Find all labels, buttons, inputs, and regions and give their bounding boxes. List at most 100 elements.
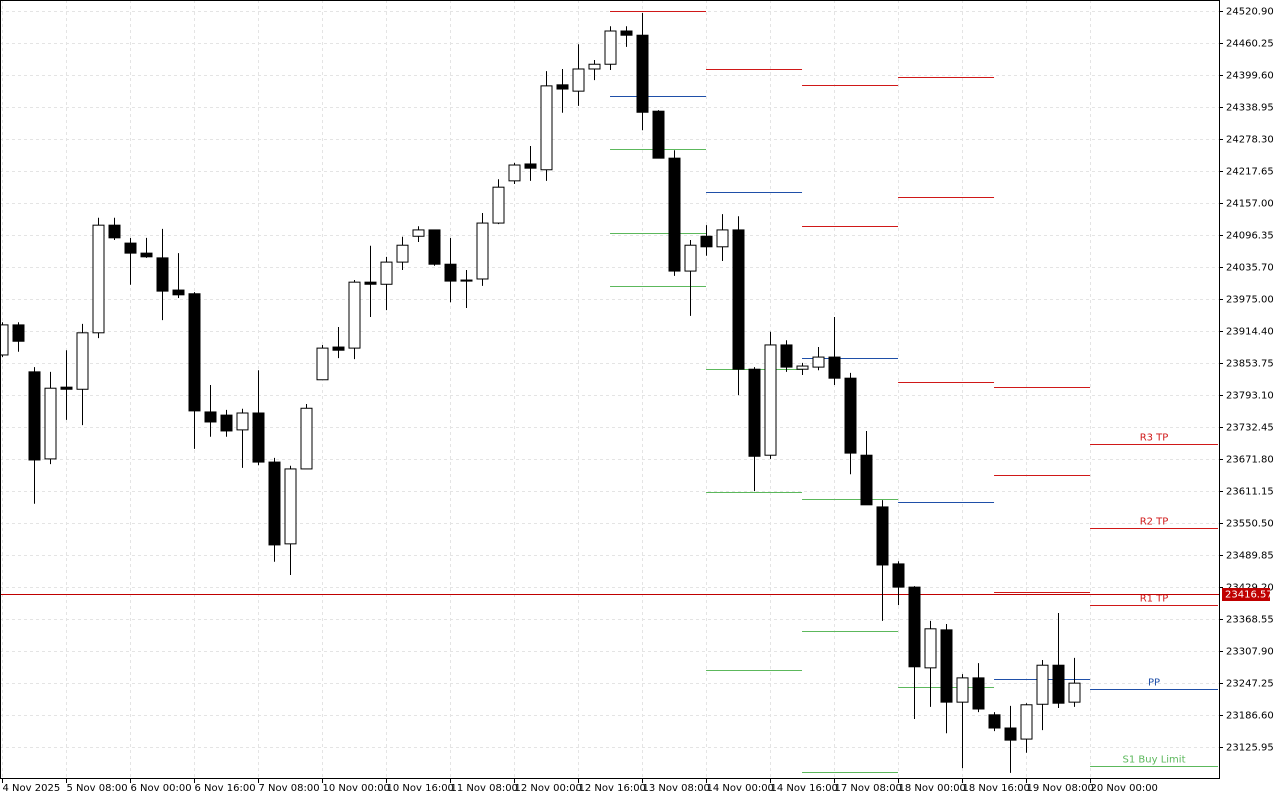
y-tick-label: 23186.60	[1226, 711, 1274, 722]
candle-body	[556, 84, 569, 90]
x-tick-label: 10 Nov 00:00	[323, 783, 390, 794]
candle-body	[700, 235, 713, 248]
candle-body	[44, 387, 57, 460]
candle-body	[748, 368, 761, 457]
x-tick-label: 12 Nov 00:00	[515, 783, 582, 794]
candle-body	[764, 344, 777, 456]
candle-body	[572, 68, 585, 92]
candle-body	[924, 628, 937, 669]
candle-body	[204, 411, 217, 423]
y-tick-label: 23368.55	[1226, 615, 1274, 626]
candle-body	[972, 677, 985, 710]
candle-body	[380, 261, 393, 285]
candle-body	[604, 30, 617, 65]
candle-body	[188, 293, 201, 412]
grid	[0, 0, 1219, 779]
y-tick-label: 23975.00	[1226, 295, 1274, 306]
candle-body	[268, 461, 281, 546]
candle-body	[252, 412, 265, 463]
candle-body	[1036, 664, 1049, 705]
x-tick-label: 20 Nov 00:00	[1091, 783, 1158, 794]
y-tick-label: 23247.25	[1226, 679, 1274, 690]
candle-body	[284, 468, 297, 545]
candle-body	[12, 324, 25, 342]
y-tick-label: 23793.10	[1226, 391, 1274, 402]
x-tick-label: 14 Nov 16:00	[771, 783, 838, 794]
x-tick-label: 18 Nov 16:00	[963, 783, 1030, 794]
candle-body	[524, 163, 537, 169]
candle-body	[988, 714, 1001, 729]
candle-body	[940, 629, 953, 703]
pivot-label: PP	[1148, 678, 1160, 689]
candle-body	[716, 229, 729, 248]
candle-body	[684, 244, 697, 272]
y-tick-label: 23307.90	[1226, 647, 1274, 658]
candle-body	[364, 281, 377, 285]
y-tick-label: 24399.60	[1226, 71, 1274, 82]
x-tick-label: 6 Nov 16:00	[195, 783, 256, 794]
x-tick-label: 17 Nov 08:00	[835, 783, 902, 794]
y-tick-label: 23853.75	[1226, 359, 1274, 370]
candle-body	[0, 324, 9, 356]
x-tick-label: 13 Nov 08:00	[643, 783, 710, 794]
candles	[0, 13, 1081, 773]
x-tick-label: 18 Nov 00:00	[899, 783, 966, 794]
candle-body	[220, 414, 233, 432]
x-tick-label: 7 Nov 08:00	[259, 783, 320, 794]
candle-body	[396, 244, 409, 263]
candle-body	[508, 164, 521, 182]
y-tick-label: 23125.95	[1226, 743, 1274, 754]
candle-body	[92, 224, 105, 334]
candle-body	[316, 347, 329, 381]
candle-body	[492, 186, 505, 224]
candle-body	[892, 563, 905, 588]
x-tick-label: 6 Nov 00:00	[131, 783, 192, 794]
x-tick-label: 12 Nov 16:00	[579, 783, 646, 794]
x-tick-label: 10 Nov 16:00	[387, 783, 454, 794]
candle-body	[476, 222, 489, 280]
y-tick-label: 24460.25	[1226, 39, 1274, 50]
x-tick-label: 19 Nov 08:00	[1027, 783, 1094, 794]
candle-body	[124, 242, 137, 254]
candle-body	[412, 229, 425, 237]
last-price-tag	[1222, 588, 1270, 601]
x-tick-label: 14 Nov 00:00	[707, 783, 774, 794]
candle-body	[732, 229, 745, 370]
candle-body	[172, 289, 185, 296]
candle-body	[348, 281, 361, 349]
candle-body	[668, 157, 681, 272]
y-tick-label: 23611.15	[1226, 487, 1274, 498]
candle-body	[1004, 727, 1017, 741]
candle-body	[60, 386, 73, 390]
y-tick-label: 24520.90	[1226, 7, 1274, 18]
candle-body	[428, 229, 441, 265]
y-tick-label: 24338.95	[1226, 103, 1274, 114]
candle-body	[796, 365, 809, 370]
candle-body	[636, 34, 649, 113]
candle-body	[876, 506, 889, 566]
pivot-label: R1 TP	[1140, 594, 1169, 605]
candle-body	[956, 677, 969, 703]
last-price-label: 23416.57	[1225, 590, 1273, 601]
y-tick-label: 23489.85	[1226, 551, 1274, 562]
candle-body	[140, 252, 153, 258]
pivot-label: R2 TP	[1140, 517, 1169, 528]
candle-body	[652, 110, 665, 159]
y-tick-label: 24278.30	[1226, 135, 1274, 146]
candle-body	[1052, 664, 1065, 704]
plot-frame	[0, 0, 1220, 779]
candle-body	[828, 356, 841, 379]
y-tick-label: 23914.40	[1226, 327, 1274, 338]
candle-body	[76, 332, 89, 390]
candle-body	[444, 263, 457, 282]
candle-body	[156, 257, 169, 292]
candle-body	[1068, 682, 1081, 703]
y-tick-label: 23732.45	[1226, 423, 1274, 434]
candle-body	[28, 371, 41, 461]
candle-body	[844, 377, 857, 454]
y-tick-label: 24035.70	[1226, 263, 1274, 274]
candle-body	[908, 586, 921, 668]
